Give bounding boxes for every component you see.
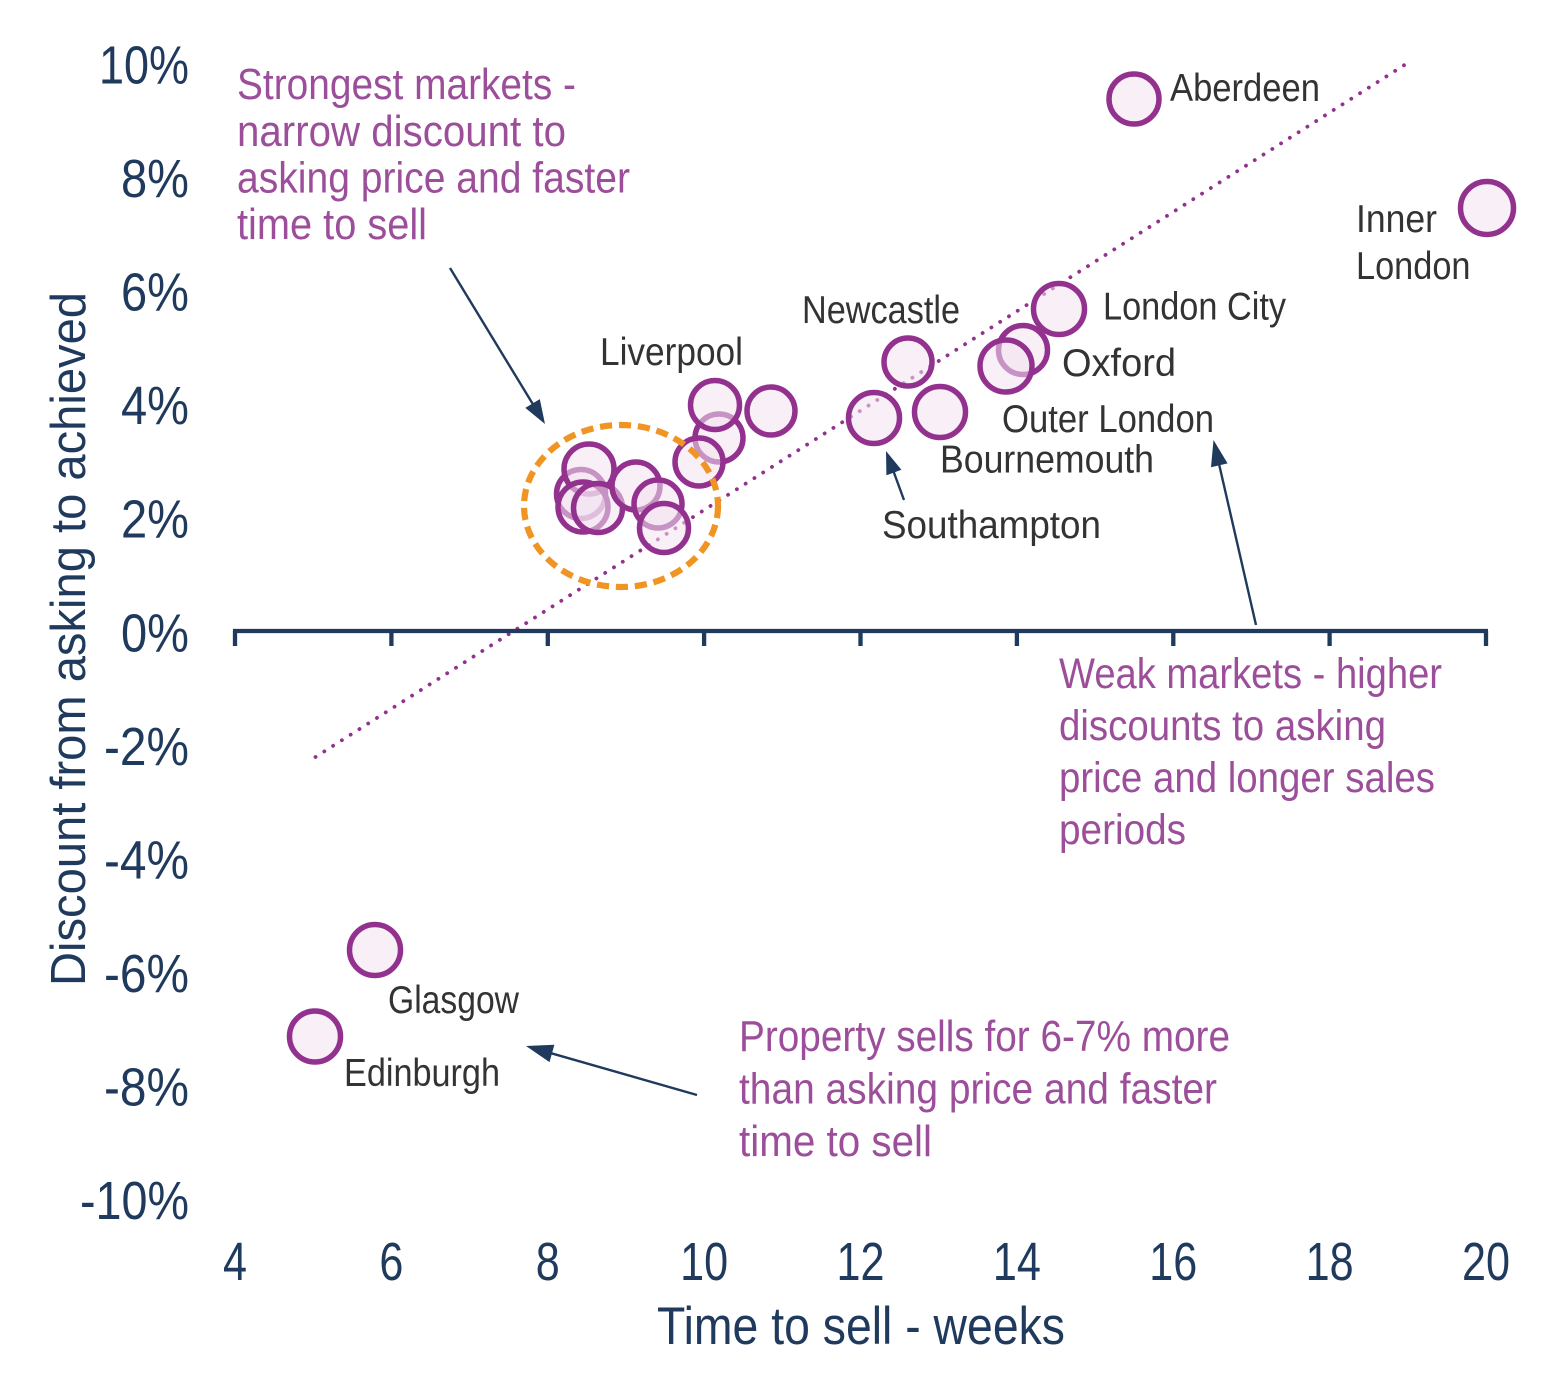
svg-text:periods: periods — [1059, 806, 1186, 854]
svg-text:Strongest markets -: Strongest markets - — [237, 60, 576, 109]
svg-text:20: 20 — [1462, 1232, 1510, 1292]
svg-text:time to sell: time to sell — [237, 200, 427, 249]
svg-text:Discount from asking to achiev: Discount from asking to achieved — [42, 292, 96, 986]
svg-text:time to sell: time to sell — [739, 1117, 932, 1166]
svg-text:-6%: -6% — [104, 944, 189, 1004]
svg-text:12: 12 — [837, 1232, 885, 1292]
svg-text:than asking price and faster: than asking price and faster — [739, 1065, 1217, 1114]
svg-text:Oxford: Oxford — [1062, 342, 1176, 385]
svg-text:Bournemouth: Bournemouth — [940, 439, 1154, 482]
svg-text:London City: London City — [1103, 286, 1286, 329]
svg-text:Newcastle: Newcastle — [802, 289, 960, 332]
svg-text:discounts to asking: discounts to asking — [1059, 702, 1386, 750]
svg-text:Time to sell - weeks: Time to sell - weeks — [657, 1297, 1065, 1356]
svg-text:2%: 2% — [121, 490, 189, 550]
svg-text:Liverpool: Liverpool — [600, 331, 743, 374]
svg-text:narrow discount to: narrow discount to — [237, 107, 566, 156]
svg-text:0%: 0% — [121, 603, 189, 663]
svg-text:asking price and faster: asking price and faster — [237, 154, 630, 203]
svg-text:Inner: Inner — [1356, 198, 1437, 241]
svg-text:price and longer sales: price and longer sales — [1059, 754, 1435, 802]
svg-text:London: London — [1356, 245, 1471, 288]
svg-text:Property sells for 6-7% more: Property sells for 6-7% more — [739, 1012, 1230, 1061]
svg-text:Edinburgh: Edinburgh — [344, 1052, 500, 1095]
svg-text:4: 4 — [223, 1232, 247, 1292]
svg-text:6: 6 — [379, 1232, 403, 1292]
svg-text:Aberdeen: Aberdeen — [1170, 67, 1320, 110]
svg-text:-8%: -8% — [104, 1058, 189, 1118]
svg-text:-2%: -2% — [104, 717, 189, 777]
svg-text:4%: 4% — [121, 376, 189, 436]
svg-text:8%: 8% — [121, 149, 189, 209]
svg-text:18: 18 — [1306, 1232, 1354, 1292]
svg-text:-4%: -4% — [104, 830, 189, 890]
svg-text:14: 14 — [993, 1232, 1041, 1292]
svg-text:16: 16 — [1149, 1232, 1197, 1292]
svg-text:6%: 6% — [121, 263, 189, 323]
svg-text:10%: 10% — [99, 36, 189, 96]
svg-text:Glasgow: Glasgow — [388, 979, 520, 1022]
svg-text:-10%: -10% — [80, 1171, 189, 1231]
svg-text:Outer London: Outer London — [1002, 398, 1214, 441]
svg-text:10: 10 — [680, 1232, 728, 1292]
svg-text:8: 8 — [536, 1232, 560, 1292]
svg-text:Weak markets - higher: Weak markets - higher — [1059, 650, 1442, 698]
svg-text:Southampton: Southampton — [882, 504, 1101, 547]
